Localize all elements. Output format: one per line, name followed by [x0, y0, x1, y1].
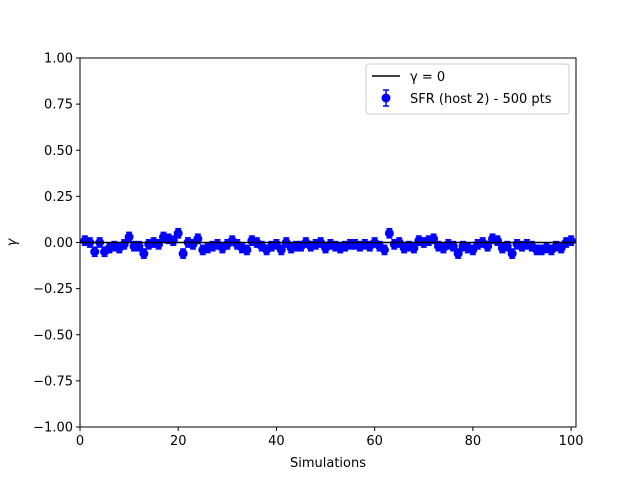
data-point: [173, 227, 183, 239]
x-tick-label: 100: [559, 434, 584, 449]
x-tick-label: 0: [76, 434, 84, 449]
legend-entry-errorbar-series: SFR (host 2) - 500 pts: [410, 92, 552, 107]
data-point: [90, 246, 100, 258]
x-tick-label: 40: [268, 434, 285, 449]
data-point: [276, 244, 286, 256]
legend-box: [365, 63, 570, 115]
y-tick-label: 1.00: [44, 52, 73, 67]
x-axis-ticks: 0 20 40 60 80 100: [76, 427, 584, 449]
data-point: [384, 227, 394, 239]
y-tick-label: −0.25: [33, 282, 73, 297]
x-axis-label: Simulations: [290, 456, 366, 471]
x-tick-label: 60: [366, 434, 383, 449]
y-tick-label: −0.50: [33, 328, 73, 343]
x-tick-label: 20: [170, 434, 187, 449]
legend-entry-reference-line: γ = 0: [410, 70, 445, 85]
data-point: [379, 244, 389, 256]
legend-errorbar-marker: [381, 89, 391, 107]
y-axis-label: γ: [5, 237, 20, 246]
y-tick-label: −1.00: [33, 421, 73, 436]
y-axis-ticks: −1.00 −0.75 −0.50 −0.25 0.00 0.25 0.50 0.75 1.00: [33, 52, 80, 436]
y-tick-label: 0.50: [44, 144, 73, 159]
y-tick-label: 0.25: [44, 190, 73, 205]
x-tick-label: 80: [465, 434, 482, 449]
y-tick-label: 0.00: [44, 236, 73, 251]
data-point: [193, 233, 203, 245]
y-tick-label: −0.75: [33, 374, 73, 389]
errorbar-series: [80, 227, 576, 259]
legend: γ = 0 SFR (host 2) - 500 pts: [365, 63, 570, 115]
data-point: [178, 248, 188, 259]
y-tick-label: 0.75: [44, 98, 73, 113]
